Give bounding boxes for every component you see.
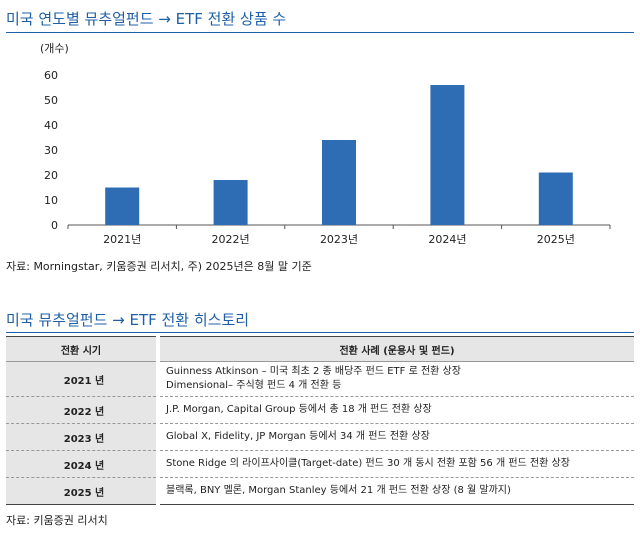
chart-source: 자료: Morningstar, 키움증권 리서치, 주) 2025년은 8월 … bbox=[6, 260, 312, 273]
chart-title-rule bbox=[6, 32, 634, 33]
table-row: 2025 년 블랙록, BNY 멜론, Morgan Stanley 등에서 2… bbox=[6, 477, 634, 505]
header-period: 전환 시기 bbox=[6, 336, 160, 362]
table-row: 2021 년 Guinness Atkinson – 미국 최초 2 종 배당주… bbox=[6, 361, 634, 397]
row-cases: Guinness Atkinson – 미국 최초 2 종 배당주 펀드 ETF… bbox=[158, 361, 634, 397]
y-unit-label: (개수) bbox=[40, 42, 69, 55]
bar bbox=[213, 180, 248, 225]
case-line: J.P. Morgan, Capital Group 등에서 총 18 개 펀드… bbox=[166, 404, 432, 415]
bar bbox=[105, 187, 140, 225]
table-source: 자료: 키움증권 리서치 bbox=[6, 514, 108, 527]
table-title: 미국 뮤추얼펀드 → ETF 전환 히스토리 bbox=[6, 311, 250, 329]
x-tick-label: 2022년 bbox=[212, 233, 250, 246]
bar bbox=[430, 85, 465, 225]
y-tick-label: 20 bbox=[44, 169, 58, 182]
row-year: 2025 년 bbox=[6, 477, 160, 505]
x-tick-label: 2025년 bbox=[537, 233, 575, 246]
row-year: 2024 년 bbox=[6, 450, 160, 478]
y-tick-label: 40 bbox=[44, 119, 58, 132]
case-line: Dimensional– 주식형 펀드 4 개 전환 등 bbox=[166, 380, 342, 391]
row-cases: Stone Ridge 의 라이프사이클(Target-date) 펀드 30 … bbox=[158, 450, 634, 478]
row-cases: 블랙록, BNY 멜론, Morgan Stanley 등에서 21 개 펀드 … bbox=[158, 477, 634, 505]
case-line: Global X, Fidelity, JP Morgan 등에서 34 개 펀… bbox=[166, 431, 430, 442]
row-year: 2023 년 bbox=[6, 423, 160, 451]
history-table: 전환 시기 전환 사례 (운용사 및 펀드) 2021 년 Guinness A… bbox=[6, 336, 634, 505]
bar bbox=[322, 140, 356, 225]
case-line: Guinness Atkinson – 미국 최초 2 종 배당주 펀드 ETF… bbox=[166, 366, 461, 377]
case-line: 블랙록, BNY 멜론, Morgan Stanley 등에서 21 개 펀드 … bbox=[166, 485, 511, 496]
y-tick-label: 30 bbox=[44, 144, 58, 157]
table-row: 2022 년 J.P. Morgan, Capital Group 등에서 총 … bbox=[6, 396, 634, 424]
y-tick-label: 50 bbox=[44, 94, 58, 107]
table-row: 2023 년 Global X, Fidelity, JP Morgan 등에서… bbox=[6, 423, 634, 451]
case-line: Stone Ridge 의 라이프사이클(Target-date) 펀드 30 … bbox=[166, 458, 570, 469]
y-tick-label: 60 bbox=[44, 69, 58, 82]
table-title-rule bbox=[6, 332, 634, 333]
x-tick-label: 2021년 bbox=[103, 233, 141, 246]
row-cases: Global X, Fidelity, JP Morgan 등에서 34 개 펀… bbox=[158, 423, 634, 451]
table-header-row: 전환 시기 전환 사례 (운용사 및 펀드) bbox=[6, 336, 634, 362]
row-year: 2022 년 bbox=[6, 396, 160, 424]
bar-chart: (개수) 0 10 20 30 40 50 60 2021년 2022년 2023년 2024년 202… bbox=[40, 42, 611, 246]
row-year: 2021 년 bbox=[6, 361, 160, 397]
x-tick-label: 2024년 bbox=[428, 233, 466, 246]
y-tick-label: 0 bbox=[51, 219, 58, 232]
chart-title: 미국 연도별 뮤추얼펀드 → ETF 전환 상품 수 bbox=[6, 10, 287, 28]
header-cases: 전환 사례 (운용사 및 펀드) bbox=[158, 336, 634, 362]
table-row: 2024 년 Stone Ridge 의 라이프사이클(Target-date)… bbox=[6, 450, 634, 478]
bar bbox=[538, 172, 573, 225]
y-tick-label: 10 bbox=[44, 194, 58, 207]
row-cases: J.P. Morgan, Capital Group 등에서 총 18 개 펀드… bbox=[158, 396, 634, 424]
x-tick-label: 2023년 bbox=[320, 233, 358, 246]
